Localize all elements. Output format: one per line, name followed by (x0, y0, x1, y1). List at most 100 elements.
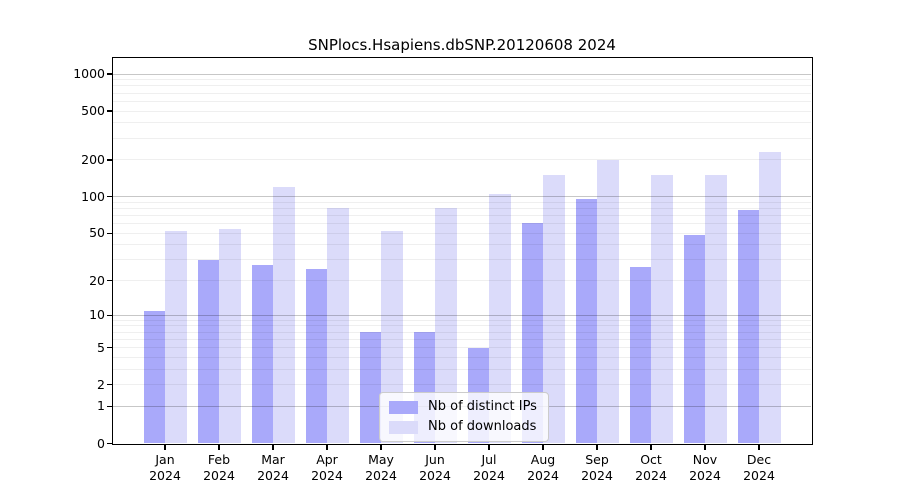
minor-gridline (113, 215, 811, 217)
minor-gridline (113, 85, 811, 87)
x-tick-year: 2024 (149, 467, 181, 483)
legend-label-downloads: Nb of downloads (428, 419, 537, 434)
x-tick-mark (164, 444, 166, 450)
x-tick-mark (758, 444, 760, 450)
x-tick-month: Nov (692, 452, 718, 467)
y-tick-label: 0 (97, 435, 105, 451)
bar-downloads (381, 231, 403, 444)
x-tick-month: Apr (316, 452, 338, 467)
y-tick-mark (107, 347, 112, 349)
x-tick-label: Aug 2024 (511, 452, 575, 483)
minor-gridline (113, 92, 811, 94)
minor-gridline (113, 79, 811, 81)
x-tick-month: Oct (640, 452, 662, 467)
x-tick-mark (326, 444, 328, 450)
x-tick-label: Dec 2024 (727, 452, 791, 483)
x-tick-month: Dec (746, 452, 772, 467)
x-tick-year: 2024 (257, 467, 289, 483)
minor-gridline (113, 122, 811, 124)
bar-downloads (597, 159, 619, 444)
x-tick-month: Aug (530, 452, 556, 467)
minor-gridline (113, 201, 811, 203)
x-tick-month: Jun (425, 452, 445, 467)
minor-gridline (113, 207, 811, 209)
minor-gridline (113, 244, 811, 246)
major-gridline (113, 196, 811, 198)
y-tick-mark (107, 232, 112, 234)
x-tick-label: Jun 2024 (403, 452, 467, 483)
x-tick-label: Sep 2024 (565, 452, 629, 483)
x-tick-label: Mar 2024 (241, 452, 305, 483)
legend-item-distinct-ips: Nb of distinct IPs (389, 399, 537, 415)
bar-distinct-ips (521, 222, 543, 444)
legend-label-distinct-ips: Nb of distinct IPs (428, 399, 537, 414)
y-tick-mark (107, 196, 112, 198)
minor-gridline (113, 325, 811, 327)
y-tick-label: 500 (81, 103, 105, 119)
major-gridline (113, 73, 811, 75)
legend-swatch-downloads (389, 420, 418, 434)
minor-gridline (113, 356, 811, 358)
y-tick-label: 20 (89, 272, 105, 288)
x-tick-label: Apr 2024 (295, 452, 359, 483)
minor-gridline (113, 338, 811, 340)
y-tick-label: 1000 (73, 66, 105, 81)
legend: Nb of distinct IPs Nb of downloads (379, 392, 549, 442)
x-tick-year: 2024 (365, 467, 397, 483)
bar-downloads (435, 208, 457, 444)
x-tick-mark (218, 444, 220, 450)
x-tick-month: Feb (207, 452, 231, 467)
minor-gridline (113, 232, 811, 234)
minor-gridline (113, 347, 811, 349)
minor-gridline (113, 368, 811, 370)
bar-downloads (327, 208, 349, 444)
y-tick-label: 50 (89, 225, 105, 241)
x-tick-mark (704, 444, 706, 450)
y-tick-mark (107, 159, 112, 161)
minor-gridline (113, 384, 811, 386)
minor-gridline (113, 159, 811, 161)
x-tick-mark (542, 444, 544, 450)
legend-swatch-distinct-ips (389, 400, 418, 414)
bar-downloads (759, 152, 781, 444)
bar-downloads (165, 231, 187, 444)
y-tick-label: 100 (81, 188, 105, 204)
bar-distinct-ips (197, 259, 219, 444)
y-tick-mark (107, 442, 112, 445)
x-tick-year: 2024 (473, 467, 505, 483)
chart-title: SNPlocs.Hsapiens.dbSNP.20120608 2024 (308, 36, 616, 54)
x-tick-month: Mar (261, 452, 285, 467)
bar-distinct-ips (629, 267, 651, 444)
minor-gridline (113, 223, 811, 225)
x-tick-label: May 2024 (349, 452, 413, 483)
x-tick-label: Feb 2024 (187, 452, 251, 483)
bar-distinct-ips (143, 310, 165, 444)
bar-downloads (705, 175, 727, 444)
y-tick-mark (107, 73, 112, 75)
x-tick-label: Oct 2024 (619, 452, 683, 483)
minor-gridline (113, 319, 811, 321)
bar-downloads (489, 194, 511, 444)
x-tick-year: 2024 (419, 467, 451, 483)
bar-downloads (273, 187, 295, 444)
y-tick-mark (107, 384, 112, 386)
x-tick-year: 2024 (203, 467, 235, 483)
x-tick-mark (380, 444, 382, 450)
x-tick-mark (434, 444, 436, 450)
bar-distinct-ips (359, 332, 381, 444)
bar-downloads (543, 175, 565, 444)
x-tick-year: 2024 (527, 467, 559, 483)
minor-gridline (113, 280, 811, 282)
bar-distinct-ips (737, 209, 759, 444)
minor-gridline (113, 259, 811, 261)
y-tick-label: 5 (97, 339, 105, 355)
bar-distinct-ips (683, 235, 705, 444)
x-tick-mark (272, 444, 274, 450)
x-tick-label: Jan 2024 (133, 452, 197, 483)
x-tick-mark (596, 444, 598, 450)
x-tick-month: Sep (585, 452, 609, 467)
x-tick-year: 2024 (581, 467, 613, 483)
x-tick-month: May (368, 452, 394, 467)
legend-item-downloads: Nb of downloads (389, 419, 537, 435)
bar-downloads (219, 229, 241, 444)
